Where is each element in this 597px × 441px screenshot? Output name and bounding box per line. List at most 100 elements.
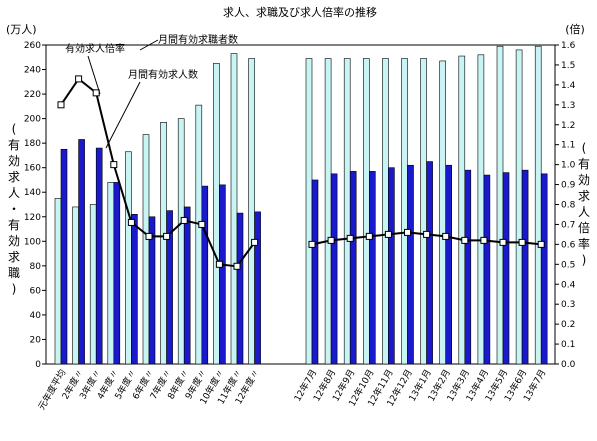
ratio-point bbox=[127, 218, 135, 226]
ratio-point bbox=[423, 230, 431, 238]
bar-openings bbox=[183, 206, 191, 365]
bar-openings bbox=[407, 164, 414, 365]
ratio-point bbox=[180, 216, 188, 224]
bar-openings bbox=[502, 172, 510, 365]
y-tick-label: 60 bbox=[30, 286, 42, 296]
y2-axis-label-char: ( bbox=[582, 141, 587, 155]
y-axis-label-char: 効 bbox=[8, 233, 20, 248]
y2-axis-label-char: 率 bbox=[578, 236, 590, 251]
bar-jobseekers bbox=[343, 58, 351, 365]
ratio-point bbox=[251, 238, 259, 246]
y2-axis-label-char: ) bbox=[582, 253, 587, 267]
ratio-point bbox=[215, 260, 223, 268]
y-tick-label: 220 bbox=[24, 90, 41, 100]
ratio-point bbox=[233, 262, 241, 270]
y-tick-label: 100 bbox=[24, 237, 41, 247]
bar-openings bbox=[78, 139, 85, 365]
ratio-point bbox=[110, 161, 118, 169]
y-axis-label-char: 求 bbox=[8, 170, 20, 184]
bar-openings bbox=[445, 164, 453, 365]
y2-tick-label: 1.6 bbox=[561, 41, 576, 51]
bar-openings bbox=[95, 147, 103, 365]
y2-tick-label: 0.1 bbox=[561, 340, 575, 350]
right-unit-label: (倍) bbox=[565, 22, 585, 36]
y2-axis-label-char: 有 bbox=[578, 157, 590, 171]
bar-openings bbox=[349, 171, 357, 365]
x-tick-label: 元年度平均 bbox=[35, 367, 68, 412]
left-unit-label: (万人) bbox=[6, 23, 37, 36]
bar-jobseekers bbox=[324, 58, 332, 365]
bar-jobseekers bbox=[401, 58, 408, 365]
ratio-point bbox=[365, 232, 373, 240]
y2-tick-label: 0.0 bbox=[561, 360, 576, 370]
annotation-leader bbox=[87, 55, 101, 95]
bar-openings bbox=[330, 173, 338, 365]
y2-tick-label: 1.0 bbox=[561, 161, 576, 171]
y2-tick-label: 0.4 bbox=[561, 280, 576, 290]
y2-tick-label: 0.9 bbox=[561, 181, 576, 191]
y2-tick-label: 0.3 bbox=[561, 300, 575, 310]
bar-openings bbox=[131, 214, 138, 365]
bar-jobseekers bbox=[477, 54, 485, 365]
y2-tick-label: 0.5 bbox=[561, 260, 575, 270]
y2-axis-label-char: 人 bbox=[578, 205, 590, 219]
y-tick-label: 40 bbox=[30, 311, 42, 321]
y-tick-label: 260 bbox=[24, 41, 41, 51]
ratio-point bbox=[327, 236, 335, 244]
bar-openings bbox=[254, 211, 261, 365]
ratio-point bbox=[518, 238, 526, 246]
y-tick-label: 0 bbox=[35, 360, 41, 370]
bar-openings bbox=[236, 212, 244, 365]
ratio-point bbox=[461, 236, 469, 244]
bar-jobseekers bbox=[160, 121, 167, 365]
bar-openings bbox=[219, 184, 226, 365]
y2-axis-label-char: 倍 bbox=[578, 220, 590, 235]
y-tick-label: 200 bbox=[24, 115, 41, 125]
y2-tick-label: 0.2 bbox=[561, 320, 575, 330]
bar-openings bbox=[521, 169, 529, 365]
y-tick-label: 140 bbox=[24, 188, 41, 198]
bar-openings bbox=[311, 179, 319, 365]
y-axis-label-char: 有 bbox=[8, 138, 20, 152]
plot-area: 0 20 40 60 80 100 120 140 160 180 200 220 240 260 0.0 0… bbox=[8, 33, 590, 412]
y2-tick-label: 1.4 bbox=[561, 81, 576, 91]
bar-openings bbox=[166, 210, 173, 365]
ratio-point bbox=[499, 238, 507, 246]
bar-jobseekers bbox=[420, 58, 427, 365]
ratio-point bbox=[404, 228, 411, 236]
bar-jobseekers bbox=[54, 198, 62, 365]
bar-jobseekers bbox=[439, 60, 447, 365]
bar-openings bbox=[148, 216, 156, 365]
ratio-point bbox=[198, 220, 206, 228]
bar-jobseekers bbox=[107, 182, 115, 365]
bar-openings bbox=[368, 171, 376, 365]
ratio-point bbox=[145, 232, 153, 240]
annotation-leader bbox=[105, 81, 141, 149]
y-axis-label-char: 求 bbox=[8, 250, 20, 264]
bar-jobseekers bbox=[248, 58, 255, 365]
bar-openings bbox=[464, 169, 472, 365]
y-axis-label-char: ( bbox=[12, 122, 17, 136]
ratio-point bbox=[384, 230, 392, 238]
bar-openings bbox=[483, 174, 491, 365]
y-tick-label: 240 bbox=[24, 66, 41, 76]
bar-openings bbox=[60, 148, 68, 365]
bar-jobseekers bbox=[458, 55, 466, 365]
y2-tick-label: 1.2 bbox=[561, 121, 575, 131]
y2-tick-label: 1.3 bbox=[561, 101, 575, 111]
bar-jobseekers bbox=[142, 134, 150, 365]
ratio-point bbox=[308, 240, 316, 248]
bar-openings bbox=[113, 182, 121, 365]
y-tick-label: 120 bbox=[24, 213, 41, 223]
y2-tick-label: 1.1 bbox=[561, 141, 575, 151]
bar-jobseekers bbox=[72, 206, 79, 365]
y2-axis-label-char: 求 bbox=[578, 189, 590, 203]
bar-openings bbox=[426, 161, 433, 365]
y-tick-label: 20 bbox=[30, 335, 42, 345]
y2-tick-label: 0.8 bbox=[561, 201, 576, 211]
ratio-point bbox=[92, 89, 100, 97]
annotation-leader bbox=[139, 39, 159, 51]
bar-openings bbox=[388, 167, 395, 365]
bar-jobseekers bbox=[515, 49, 523, 365]
